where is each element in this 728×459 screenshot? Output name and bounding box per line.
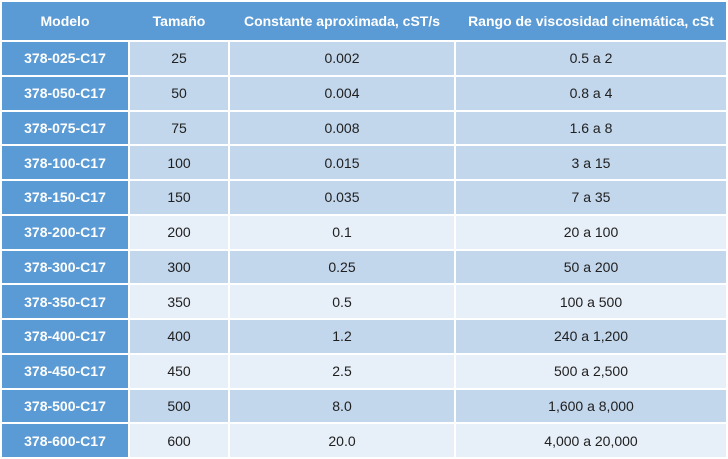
cell-rango: 1,600 a 8,000 bbox=[456, 389, 726, 423]
cell-modelo: 378-050-C17 bbox=[2, 76, 128, 110]
cell-tamano: 450 bbox=[130, 354, 228, 388]
cell-modelo: 378-200-C17 bbox=[2, 215, 128, 249]
cell-rango: 240 a 1,200 bbox=[456, 320, 726, 353]
table-row: 378-100-C17 100 0.015 3 a 15 bbox=[2, 146, 726, 179]
cell-tamano: 50 bbox=[130, 76, 228, 110]
column-header-tamano: Tamaño bbox=[152, 13, 206, 29]
table-row: 378-400-C17 400 1.2 240 a 1,200 bbox=[2, 320, 726, 353]
table-row: 378-450-C17 450 2.5 500 a 2,500 bbox=[2, 354, 726, 388]
table-row: 378-150-C17 150 0.035 7 a 35 bbox=[2, 181, 726, 214]
cell-tamano: 150 bbox=[130, 181, 228, 214]
cell-rango: 500 a 2,500 bbox=[456, 354, 726, 388]
cell-constante: 0.1 bbox=[230, 215, 454, 249]
cell-rango: 20 a 100 bbox=[456, 215, 726, 249]
cell-rango: 0.8 a 4 bbox=[456, 76, 726, 110]
cell-tamano: 300 bbox=[130, 250, 228, 284]
cell-tamano: 600 bbox=[130, 424, 228, 457]
cell-rango: 0.5 a 2 bbox=[456, 42, 726, 75]
cell-modelo: 378-500-C17 bbox=[2, 389, 128, 423]
cell-constante: 0.5 bbox=[230, 285, 454, 318]
cell-rango: 3 a 15 bbox=[456, 146, 726, 179]
cell-constante: 0.002 bbox=[230, 42, 454, 75]
cell-modelo: 378-350-C17 bbox=[2, 285, 128, 318]
cell-tamano: 350 bbox=[130, 285, 228, 318]
cell-rango: 100 a 500 bbox=[456, 285, 726, 318]
table-body: 378-025-C17 25 0.002 0.5 a 2 378-050-C17 50 0.… bbox=[2, 42, 726, 457]
table-header-row: Modelo Tamaño Constante aproximada, cST/… bbox=[2, 2, 726, 40]
table-row: 378-600-C17 600 20.0 4,000 a 20,000 bbox=[2, 424, 726, 457]
cell-tamano: 25 bbox=[130, 42, 228, 75]
cell-rango: 4,000 a 20,000 bbox=[456, 424, 726, 457]
table-row: 378-200-C17 200 0.1 20 a 100 bbox=[2, 215, 726, 249]
table-row: 378-350-C17 350 0.5 100 a 500 bbox=[2, 285, 726, 318]
cell-modelo: 378-450-C17 bbox=[2, 354, 128, 388]
column-header-modelo: Modelo bbox=[40, 13, 90, 29]
cell-modelo: 378-150-C17 bbox=[2, 181, 128, 214]
cell-tamano: 75 bbox=[130, 111, 228, 145]
table-row: 378-500-C17 500 8.0 1,600 a 8,000 bbox=[2, 389, 726, 423]
cell-constante: 1.2 bbox=[230, 320, 454, 353]
cell-rango: 1.6 a 8 bbox=[456, 111, 726, 145]
cell-tamano: 400 bbox=[130, 320, 228, 353]
cell-modelo: 378-300-C17 bbox=[2, 250, 128, 284]
cell-constante: 8.0 bbox=[230, 389, 454, 423]
cell-constante: 0.008 bbox=[230, 111, 454, 145]
cell-constante: 20.0 bbox=[230, 424, 454, 457]
cell-modelo: 378-075-C17 bbox=[2, 111, 128, 145]
cell-modelo: 378-400-C17 bbox=[2, 320, 128, 353]
table-row: 378-075-C17 75 0.008 1.6 a 8 bbox=[2, 111, 726, 145]
column-header-rango: Rango de viscosidad cinemática, cSt bbox=[468, 13, 714, 29]
column-header-constante: Constante aproximada, cST/s bbox=[243, 13, 441, 29]
cell-tamano: 200 bbox=[130, 215, 228, 249]
cell-rango: 7 a 35 bbox=[456, 181, 726, 214]
cell-modelo: 378-100-C17 bbox=[2, 146, 128, 179]
cell-tamano: 100 bbox=[130, 146, 228, 179]
cell-constante: 0.25 bbox=[230, 250, 454, 284]
table-row: 378-025-C17 25 0.002 0.5 a 2 bbox=[2, 42, 726, 75]
cell-constante: 0.035 bbox=[230, 181, 454, 214]
cell-modelo: 378-600-C17 bbox=[2, 424, 128, 457]
cell-constante: 0.004 bbox=[230, 76, 454, 110]
cell-rango: 50 a 200 bbox=[456, 250, 726, 284]
table-row: 378-050-C17 50 0.004 0.8 a 4 bbox=[2, 76, 726, 110]
cell-modelo: 378-025-C17 bbox=[2, 42, 128, 75]
cell-constante: 0.015 bbox=[230, 146, 454, 179]
table-row: 378-300-C17 300 0.25 50 a 200 bbox=[2, 250, 726, 284]
cell-constante: 2.5 bbox=[230, 354, 454, 388]
cell-tamano: 500 bbox=[130, 389, 228, 423]
